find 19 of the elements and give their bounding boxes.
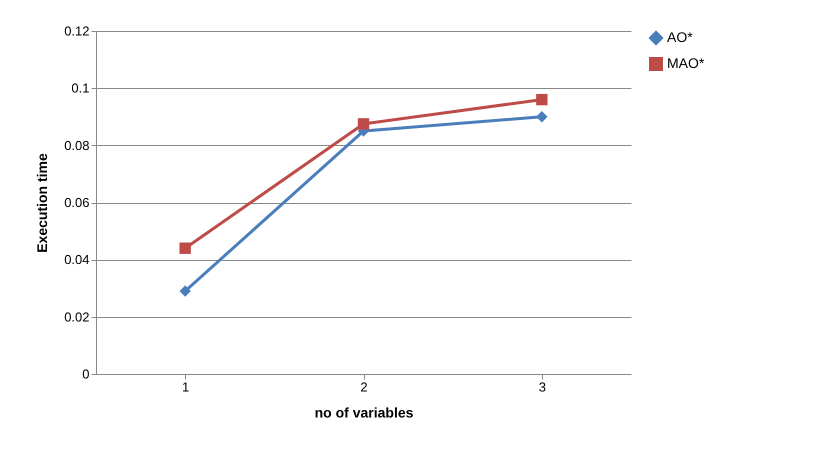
y-tick-label: 0.08 — [64, 138, 90, 153]
x-tick-label: 3 — [538, 380, 546, 394]
y-tick-label: 0.02 — [64, 309, 90, 324]
y-axis-title: Execution time — [34, 153, 50, 253]
legend-label: AO* — [667, 29, 694, 45]
point — [179, 285, 191, 297]
y-tick-label: 0.06 — [64, 195, 90, 210]
y-tick-label: 0.1 — [71, 80, 90, 96]
legend-label: MAO* — [667, 55, 705, 71]
point — [179, 242, 191, 254]
point — [536, 111, 548, 122]
point — [536, 94, 548, 106]
y-tick-label: 0.04 — [64, 252, 90, 268]
y-tick-label: 0.12 — [64, 24, 90, 38]
x-tick-label: 2 — [360, 380, 368, 394]
point — [358, 118, 370, 130]
x-tick-label: 1 — [182, 380, 190, 394]
x-axis-title: no of variables — [314, 404, 414, 420]
y-tick-label: 0 — [82, 366, 90, 382]
